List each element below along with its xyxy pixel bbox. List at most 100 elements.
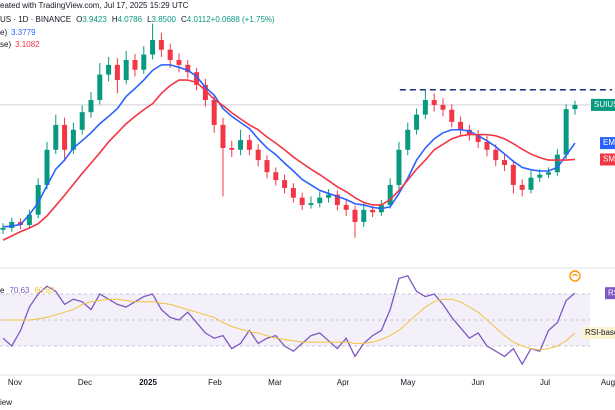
price-tag: RSI-based MA	[582, 327, 615, 339]
candle-body	[422, 100, 428, 115]
candle-body	[396, 149, 402, 185]
candle-body	[273, 172, 279, 181]
ohlc-legend: US · 1D · BINANCE O3.9423 H4.0786 L3.8500 C4…	[0, 15, 275, 24]
ohlc-value: 4.0786	[118, 15, 143, 24]
candle-body	[194, 72, 200, 85]
ohlc-value: 3.9423	[82, 15, 107, 24]
watermark: eated with TradingView.com, Jul 17, 2025…	[0, 1, 189, 10]
candle-body	[141, 54, 147, 70]
tag-background	[605, 287, 615, 300]
candle-body	[370, 209, 376, 213]
candle-body	[343, 204, 349, 210]
legend-value: 3.3779	[11, 28, 36, 37]
candle-body	[299, 197, 305, 205]
tag-background	[600, 137, 615, 150]
candle-body	[185, 64, 191, 73]
price-tag: SUIUSDT	[591, 98, 615, 111]
candle-body	[510, 164, 516, 185]
candle-body	[431, 100, 437, 105]
moving-average-line	[2, 64, 576, 228]
candle-body	[466, 129, 472, 135]
tag-label: RSI-based MA	[585, 328, 615, 337]
x-tick-label: Dec	[78, 378, 92, 387]
legend-value: 3.1082	[15, 40, 40, 49]
candle-body	[79, 112, 85, 130]
candle-body	[475, 134, 481, 142]
candle-body	[458, 121, 464, 130]
ohlc-label: H	[112, 15, 118, 24]
x-tick-label: May	[400, 378, 415, 387]
candle-body	[44, 149, 50, 185]
candle-body	[246, 140, 252, 150]
candle-body	[114, 64, 120, 81]
candle-body	[9, 221, 15, 229]
ohlc-value: +0.0688 (+1.75%)	[211, 15, 275, 24]
x-tick-label: Nov	[8, 378, 22, 387]
indicator-legend: se) 3.1082	[0, 40, 40, 49]
candle-body	[528, 177, 534, 190]
candle-body	[361, 209, 367, 222]
legend-value: 60.83	[34, 286, 55, 295]
candle-body	[502, 160, 508, 165]
candle-body	[123, 60, 129, 81]
price-tag: SMA:MA	[600, 153, 615, 166]
candle-body	[176, 60, 182, 65]
candle-body	[106, 64, 112, 75]
symbol: US · 1D · BINANCE	[0, 15, 71, 24]
x-tick-label: Jul	[540, 378, 550, 387]
x-tick-label: 2025	[139, 378, 157, 387]
legend-name: se)	[0, 40, 11, 49]
candle-body	[387, 184, 393, 205]
ohlc-label: C	[181, 15, 187, 24]
candle-body	[414, 114, 420, 130]
ohlc-label: O	[76, 15, 82, 24]
candle-body	[238, 140, 244, 150]
icon-swirl	[572, 273, 578, 277]
alert-icon[interactable]	[569, 270, 581, 282]
candle-body	[255, 149, 261, 161]
rsi-legend: e 70.63 60.83	[0, 286, 55, 295]
candle-body	[519, 184, 525, 190]
candle-body	[211, 100, 217, 125]
tag-label: SUIUSDT	[594, 100, 615, 109]
candle-body	[449, 109, 455, 122]
tag-label: RSI	[608, 288, 615, 297]
candle-body	[282, 180, 288, 188]
candle-body	[405, 129, 411, 150]
tag-label: EMA	[603, 138, 615, 147]
candle-body	[167, 49, 173, 61]
candle-body	[26, 214, 32, 225]
candle-body	[88, 100, 94, 113]
price-tag: RSI	[605, 287, 615, 300]
candle-body	[202, 84, 208, 101]
candle-body	[334, 194, 340, 205]
candle-body	[484, 141, 490, 150]
moving-average-line	[2, 79, 576, 241]
candle-body	[546, 172, 552, 175]
tag-background	[591, 98, 615, 111]
candle-body	[0, 228, 6, 230]
candle-body	[554, 154, 560, 173]
rsi-line	[2, 275, 576, 366]
tag-label: SMA:MA	[603, 155, 615, 164]
candle-body	[158, 40, 164, 50]
ohlc-label: L	[147, 15, 152, 24]
candle-body	[70, 129, 76, 150]
candle-body	[352, 209, 358, 222]
candle-body	[326, 194, 332, 198]
candle-body	[440, 104, 446, 110]
legend-name: e	[0, 286, 5, 295]
icon-ring	[569, 270, 581, 282]
x-tick-label: Mar	[268, 378, 282, 387]
candle-body	[308, 203, 314, 205]
candle-body	[62, 124, 68, 150]
candle-body	[220, 124, 226, 148]
legend-value: 70.63	[9, 286, 30, 295]
x-tick-label: Feb	[208, 378, 222, 387]
x-tick-label: Apr	[337, 378, 350, 387]
candle-body	[132, 60, 138, 70]
x-tick-label: Jun	[472, 378, 485, 387]
candle-body	[572, 104, 578, 110]
x-tick-label: Aug	[601, 378, 615, 387]
